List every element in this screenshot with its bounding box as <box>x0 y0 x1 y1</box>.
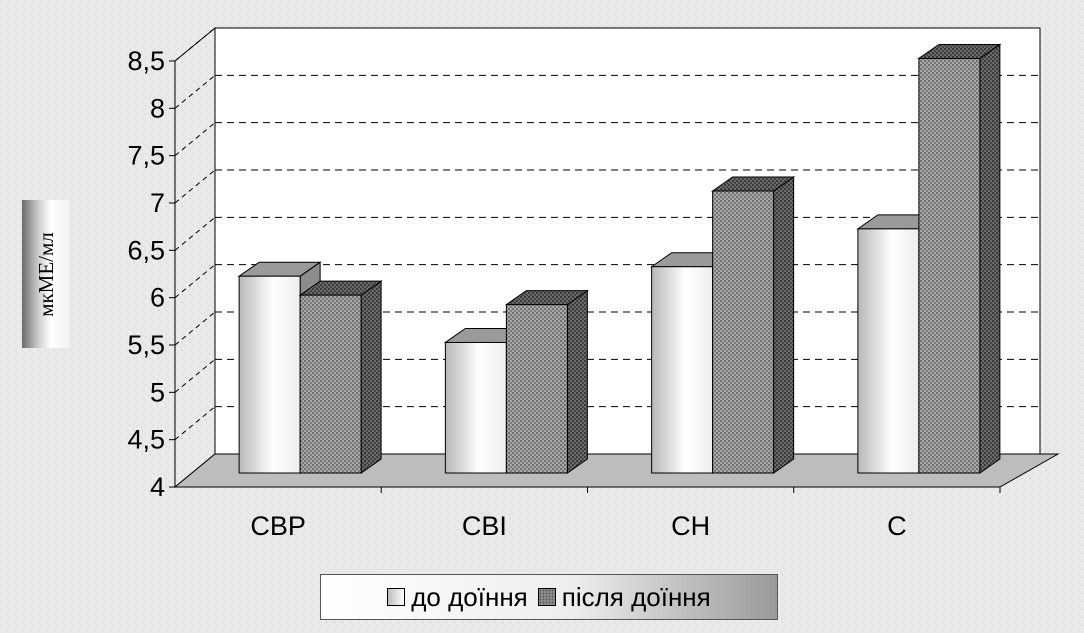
plot-area: 4 4,5 5 5,5 6 6,5 7 7,5 8 8,5 СВР СВІ СН С <box>127 26 1060 541</box>
bar-after <box>505 304 568 474</box>
bar-before <box>238 275 301 474</box>
y-tick-label: 4 <box>150 472 165 502</box>
y-tick-label: 8 <box>150 93 165 123</box>
bar-after <box>712 190 775 474</box>
bar-before <box>444 341 507 474</box>
bar-before <box>857 228 920 474</box>
legend-item-before: до доїння <box>387 582 528 613</box>
x-tick-label: СВР <box>250 511 306 541</box>
bar-side <box>360 280 382 474</box>
y-tick-label: 6 <box>150 283 165 313</box>
legend-item-after: після доїння <box>537 581 711 613</box>
x-tick-label: СН <box>671 511 710 541</box>
y-axis-label-box: мкМЕ/мл <box>22 200 70 348</box>
floor <box>173 453 1060 488</box>
legend-swatch-before <box>387 588 406 606</box>
y-tick-label: 7,5 <box>127 141 165 171</box>
bar-side <box>773 176 795 474</box>
bar-side <box>566 289 588 474</box>
bar-after <box>299 294 362 474</box>
y-tick-label: 5 <box>150 377 165 407</box>
y-tick-label: 7 <box>150 188 165 218</box>
y-tick-label: 8,5 <box>127 46 165 76</box>
legend-label-after: після доїння <box>561 581 711 612</box>
legend-label-before: до доїння <box>411 581 528 612</box>
y-tick-label: 4,5 <box>127 425 165 455</box>
bar-side <box>979 43 1001 474</box>
y-tick-label: 5,5 <box>127 330 165 360</box>
legend: до доїння після доїння <box>320 574 778 620</box>
bar-before <box>651 266 714 474</box>
y-axis-label: мкМЕ/мл <box>33 231 58 317</box>
x-tick-label: СВІ <box>462 511 507 541</box>
legend-swatch-after <box>537 588 556 606</box>
x-tick-label: С <box>887 511 907 541</box>
y-tick-label: 6,5 <box>127 235 165 265</box>
bar-after <box>918 57 981 474</box>
